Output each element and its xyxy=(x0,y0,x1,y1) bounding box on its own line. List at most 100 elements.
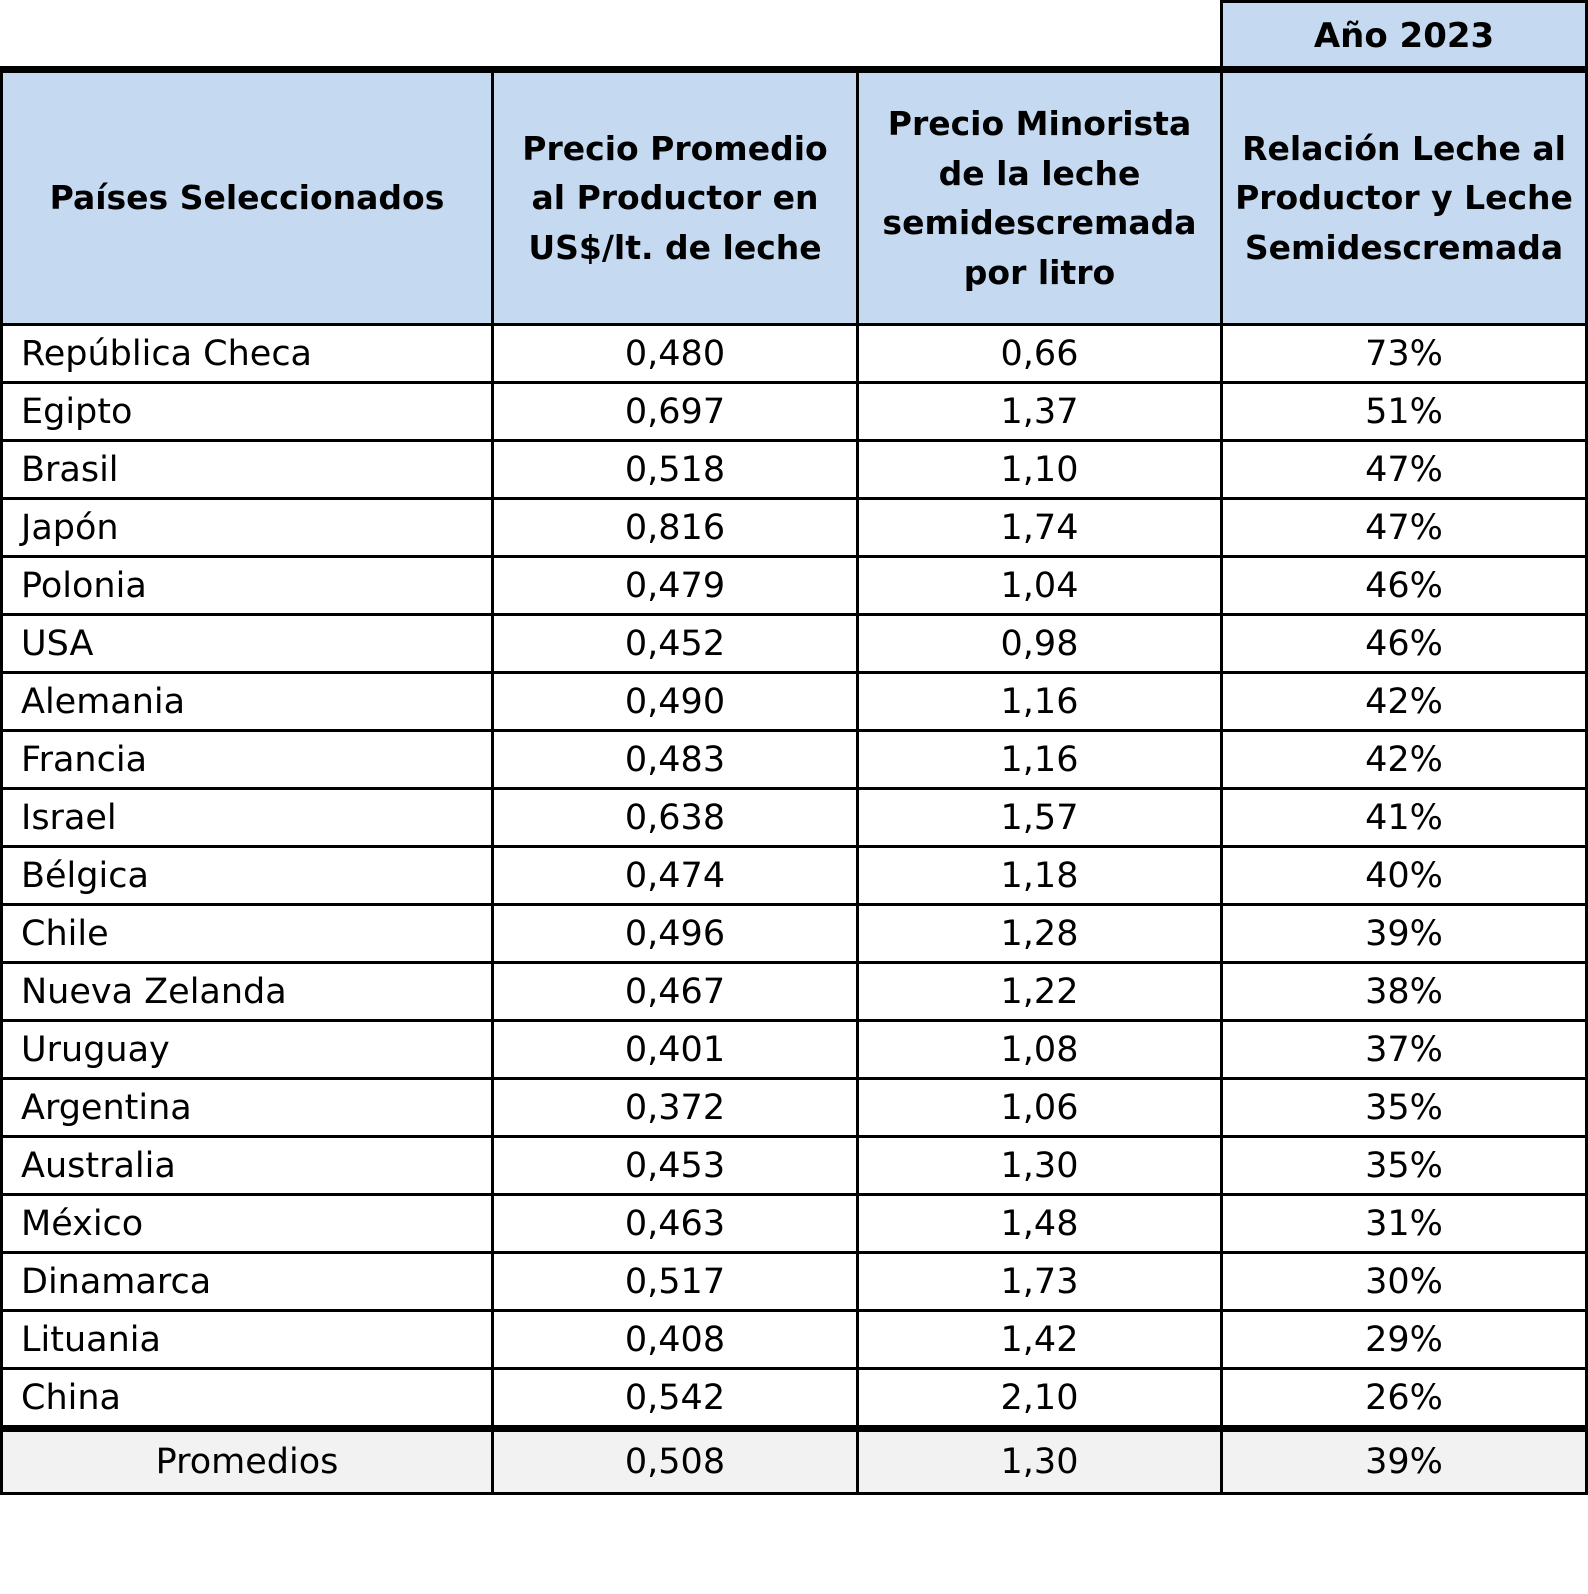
value-cell: 1,10 xyxy=(856,439,1223,500)
country-cell: República Checa xyxy=(0,323,494,384)
value-cell: 0,496 xyxy=(491,903,859,964)
table-row: Alemania 0,490 1,16 42% xyxy=(0,671,1588,732)
value-cell: 26% xyxy=(1220,1367,1588,1430)
average-value: 39% xyxy=(1220,1425,1588,1495)
table-row: Egipto 0,697 1,37 51% xyxy=(0,381,1588,442)
table-row: México 0,463 1,48 31% xyxy=(0,1193,1588,1254)
value-cell: 0,408 xyxy=(491,1309,859,1370)
value-cell: 30% xyxy=(1220,1251,1588,1312)
value-cell: 0,480 xyxy=(491,323,859,384)
value-cell: 42% xyxy=(1220,729,1588,790)
table-row: Uruguay 0,401 1,08 37% xyxy=(0,1019,1588,1080)
value-cell: 1,42 xyxy=(856,1309,1223,1370)
value-cell: 0,517 xyxy=(491,1251,859,1312)
value-cell: 39% xyxy=(1220,903,1588,964)
value-cell: 2,10 xyxy=(856,1367,1223,1430)
country-cell: China xyxy=(0,1367,494,1430)
column-header: Precio Promedio al Productor en US$/lt. … xyxy=(491,68,859,326)
column-header: Precio Minorista de la leche semidescrem… xyxy=(856,68,1223,326)
header-row: Países Seleccionados Precio Promedio al P… xyxy=(0,68,1588,326)
value-cell: 73% xyxy=(1220,323,1588,384)
country-cell: Uruguay xyxy=(0,1019,494,1080)
table-row: Polonia 0,479 1,04 46% xyxy=(0,555,1588,616)
value-cell: 41% xyxy=(1220,787,1588,848)
year-header: Año 2023 xyxy=(1220,0,1588,69)
value-cell: 47% xyxy=(1220,439,1588,500)
value-cell: 0,638 xyxy=(491,787,859,848)
average-value: 1,30 xyxy=(856,1425,1223,1495)
table-row: Francia 0,483 1,16 42% xyxy=(0,729,1588,790)
value-cell: 0,518 xyxy=(491,439,859,500)
average-value: 0,508 xyxy=(491,1425,859,1495)
value-cell: 1,08 xyxy=(856,1019,1223,1080)
table-row: USA 0,452 0,98 46% xyxy=(0,613,1588,674)
country-cell: Lituania xyxy=(0,1309,494,1370)
value-cell: 0,697 xyxy=(491,381,859,442)
value-cell: 1,16 xyxy=(856,671,1223,732)
value-cell: 0,453 xyxy=(491,1135,859,1196)
value-cell: 1,06 xyxy=(856,1077,1223,1138)
value-cell: 46% xyxy=(1220,613,1588,674)
country-cell: Bélgica xyxy=(0,845,494,906)
value-cell: 1,57 xyxy=(856,787,1223,848)
table-row: Nueva Zelanda 0,467 1,22 38% xyxy=(0,961,1588,1022)
table-row: Dinamarca 0,517 1,73 30% xyxy=(0,1251,1588,1312)
value-cell: 51% xyxy=(1220,381,1588,442)
value-cell: 0,372 xyxy=(491,1077,859,1138)
value-cell: 0,401 xyxy=(491,1019,859,1080)
value-cell: 1,73 xyxy=(856,1251,1223,1312)
value-cell: 1,48 xyxy=(856,1193,1223,1254)
value-cell: 0,66 xyxy=(856,323,1223,384)
country-cell: Egipto xyxy=(0,381,494,442)
country-cell: Chile xyxy=(0,903,494,964)
value-cell: 29% xyxy=(1220,1309,1588,1370)
country-cell: Australia xyxy=(0,1135,494,1196)
value-cell: 35% xyxy=(1220,1077,1588,1138)
value-cell: 0,483 xyxy=(491,729,859,790)
value-cell: 37% xyxy=(1220,1019,1588,1080)
value-cell: 0,490 xyxy=(491,671,859,732)
value-cell: 40% xyxy=(1220,845,1588,906)
country-cell: Argentina xyxy=(0,1077,494,1138)
value-cell: 42% xyxy=(1220,671,1588,732)
country-cell: Francia xyxy=(0,729,494,790)
table-row: Argentina 0,372 1,06 35% xyxy=(0,1077,1588,1138)
value-cell: 0,479 xyxy=(491,555,859,616)
value-cell: 1,04 xyxy=(856,555,1223,616)
value-cell: 35% xyxy=(1220,1135,1588,1196)
country-cell: Japón xyxy=(0,497,494,558)
value-cell: 1,16 xyxy=(856,729,1223,790)
country-cell: Polonia xyxy=(0,555,494,616)
table-row: Lituania 0,408 1,42 29% xyxy=(0,1309,1588,1370)
table-row: Israel 0,638 1,57 41% xyxy=(0,787,1588,848)
value-cell: 31% xyxy=(1220,1193,1588,1254)
value-cell: 1,18 xyxy=(856,845,1223,906)
value-cell: 1,22 xyxy=(856,961,1223,1022)
country-cell: Brasil xyxy=(0,439,494,500)
value-cell: 1,30 xyxy=(856,1135,1223,1196)
table-row: China 0,542 2,10 26% xyxy=(0,1367,1588,1430)
country-cell: Alemania xyxy=(0,671,494,732)
country-cell: Dinamarca xyxy=(0,1251,494,1312)
average-row: Promedios 0,508 1,30 39% xyxy=(0,1425,1588,1495)
table-row: Australia 0,453 1,30 35% xyxy=(0,1135,1588,1196)
table-row: República Checa 0,480 0,66 73% xyxy=(0,323,1588,384)
value-cell: 1,37 xyxy=(856,381,1223,442)
column-header: Relación Leche al Productor y Leche Semi… xyxy=(1220,68,1588,326)
table-row: Bélgica 0,474 1,18 40% xyxy=(0,845,1588,906)
value-cell: 0,542 xyxy=(491,1367,859,1430)
country-cell: México xyxy=(0,1193,494,1254)
table-row: Brasil 0,518 1,10 47% xyxy=(0,439,1588,500)
value-cell: 0,98 xyxy=(856,613,1223,674)
table: Países Seleccionados Precio Promedio al P… xyxy=(0,66,1588,1495)
column-header: Países Seleccionados xyxy=(0,68,494,326)
value-cell: 0,474 xyxy=(491,845,859,906)
average-label: Promedios xyxy=(0,1425,494,1495)
country-cell: Nueva Zelanda xyxy=(0,961,494,1022)
value-cell: 0,463 xyxy=(491,1193,859,1254)
value-cell: 0,816 xyxy=(491,497,859,558)
value-cell: 38% xyxy=(1220,961,1588,1022)
table-row: Japón 0,816 1,74 47% xyxy=(0,497,1588,558)
value-cell: 46% xyxy=(1220,555,1588,616)
table-row: Chile 0,496 1,28 39% xyxy=(0,903,1588,964)
